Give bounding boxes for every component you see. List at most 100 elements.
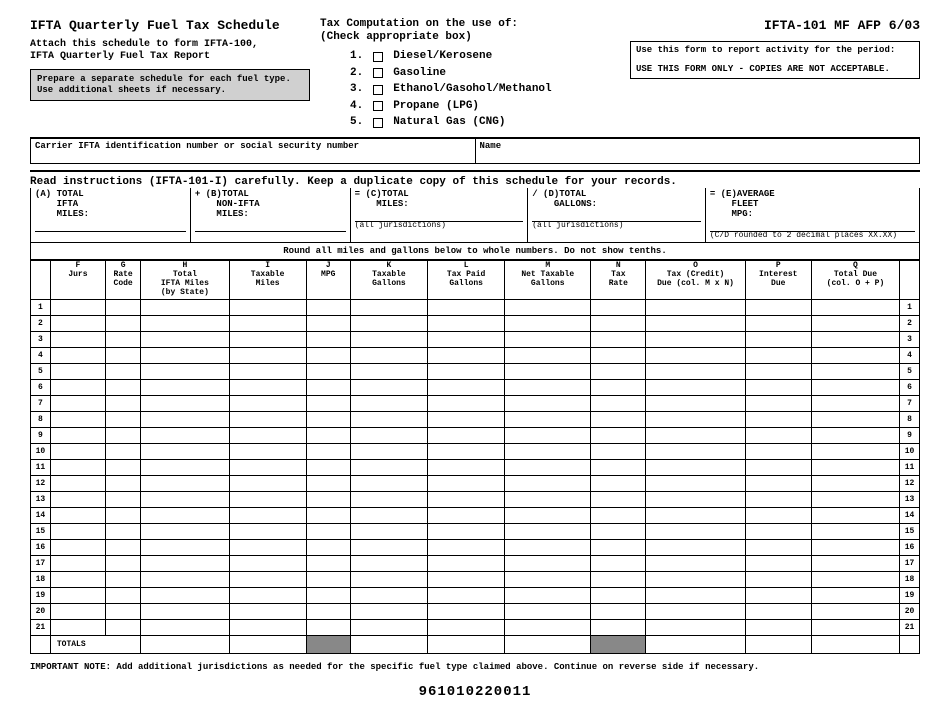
data-cell[interactable]	[646, 315, 745, 331]
data-cell[interactable]	[50, 523, 105, 539]
data-cell[interactable]	[811, 475, 899, 491]
data-cell[interactable]	[428, 491, 505, 507]
data-cell[interactable]	[141, 619, 229, 635]
data-cell[interactable]	[505, 523, 591, 539]
data-cell[interactable]	[745, 619, 811, 635]
data-cell[interactable]	[811, 571, 899, 587]
data-cell[interactable]	[811, 587, 899, 603]
totals-l[interactable]	[428, 635, 505, 653]
data-cell[interactable]	[50, 443, 105, 459]
data-cell[interactable]	[50, 331, 105, 347]
cell-c[interactable]: = (C)TOTAL MILES: (all jurisdictions)	[351, 188, 529, 242]
data-cell[interactable]	[50, 555, 105, 571]
data-cell[interactable]	[505, 619, 591, 635]
data-cell[interactable]	[428, 619, 505, 635]
data-cell[interactable]	[811, 427, 899, 443]
data-cell[interactable]	[646, 587, 745, 603]
data-cell[interactable]	[229, 523, 306, 539]
data-cell[interactable]	[350, 411, 427, 427]
data-cell[interactable]	[229, 299, 306, 315]
data-cell[interactable]	[229, 347, 306, 363]
data-cell[interactable]	[428, 507, 505, 523]
data-cell[interactable]	[745, 475, 811, 491]
data-cell[interactable]	[306, 587, 350, 603]
data-cell[interactable]	[50, 363, 105, 379]
data-cell[interactable]	[646, 491, 745, 507]
data-cell[interactable]	[591, 395, 646, 411]
data-cell[interactable]	[229, 395, 306, 411]
data-cell[interactable]	[141, 331, 229, 347]
data-cell[interactable]	[505, 459, 591, 475]
totals-m[interactable]	[505, 635, 591, 653]
data-cell[interactable]	[105, 395, 140, 411]
data-cell[interactable]	[50, 571, 105, 587]
data-cell[interactable]	[105, 459, 140, 475]
cell-e[interactable]: = (E)AVERAGE FLEET MPG: (C/D rounded to …	[706, 188, 919, 242]
data-cell[interactable]	[105, 587, 140, 603]
data-cell[interactable]	[229, 443, 306, 459]
data-cell[interactable]	[229, 315, 306, 331]
data-cell[interactable]	[350, 459, 427, 475]
data-cell[interactable]	[745, 603, 811, 619]
data-cell[interactable]	[141, 395, 229, 411]
data-cell[interactable]	[428, 315, 505, 331]
data-cell[interactable]	[105, 363, 140, 379]
data-cell[interactable]	[306, 363, 350, 379]
data-cell[interactable]	[306, 539, 350, 555]
data-cell[interactable]	[646, 571, 745, 587]
data-cell[interactable]	[505, 491, 591, 507]
data-cell[interactable]	[591, 523, 646, 539]
data-cell[interactable]	[646, 395, 745, 411]
data-cell[interactable]	[745, 315, 811, 331]
data-cell[interactable]	[141, 475, 229, 491]
data-cell[interactable]	[229, 619, 306, 635]
data-cell[interactable]	[428, 555, 505, 571]
data-cell[interactable]	[105, 491, 140, 507]
data-cell[interactable]	[646, 555, 745, 571]
data-cell[interactable]	[428, 459, 505, 475]
data-cell[interactable]	[505, 571, 591, 587]
data-cell[interactable]	[745, 379, 811, 395]
data-cell[interactable]	[646, 299, 745, 315]
data-cell[interactable]	[505, 411, 591, 427]
totals-q[interactable]	[811, 635, 899, 653]
data-cell[interactable]	[811, 315, 899, 331]
data-cell[interactable]	[105, 475, 140, 491]
data-cell[interactable]	[141, 507, 229, 523]
data-cell[interactable]	[811, 347, 899, 363]
data-cell[interactable]	[505, 347, 591, 363]
data-cell[interactable]	[350, 379, 427, 395]
data-cell[interactable]	[350, 443, 427, 459]
data-cell[interactable]	[141, 459, 229, 475]
data-cell[interactable]	[505, 555, 591, 571]
totals-o[interactable]	[646, 635, 745, 653]
data-cell[interactable]	[229, 539, 306, 555]
data-cell[interactable]	[591, 299, 646, 315]
data-cell[interactable]	[428, 427, 505, 443]
data-cell[interactable]	[505, 427, 591, 443]
data-cell[interactable]	[50, 459, 105, 475]
data-cell[interactable]	[811, 299, 899, 315]
data-cell[interactable]	[306, 315, 350, 331]
data-cell[interactable]	[306, 459, 350, 475]
data-cell[interactable]	[591, 427, 646, 443]
data-cell[interactable]	[229, 411, 306, 427]
data-cell[interactable]	[50, 315, 105, 331]
data-cell[interactable]	[229, 379, 306, 395]
data-cell[interactable]	[141, 411, 229, 427]
data-cell[interactable]	[428, 379, 505, 395]
data-cell[interactable]	[105, 315, 140, 331]
data-cell[interactable]	[811, 523, 899, 539]
data-cell[interactable]	[811, 331, 899, 347]
carrier-name-field[interactable]: Name	[476, 139, 920, 163]
totals-h[interactable]	[141, 635, 229, 653]
data-cell[interactable]	[350, 555, 427, 571]
checkbox-cng[interactable]	[373, 118, 383, 128]
data-cell[interactable]	[141, 427, 229, 443]
data-cell[interactable]	[229, 491, 306, 507]
data-cell[interactable]	[428, 363, 505, 379]
checkbox-gasoline[interactable]	[373, 68, 383, 78]
data-cell[interactable]	[306, 331, 350, 347]
data-cell[interactable]	[745, 363, 811, 379]
data-cell[interactable]	[306, 427, 350, 443]
